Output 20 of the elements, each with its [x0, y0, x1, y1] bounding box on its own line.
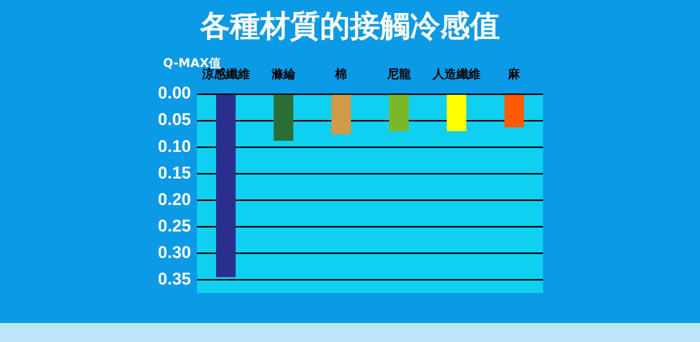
- y-tick-label: 0.05: [158, 110, 191, 130]
- bar: [446, 94, 466, 132]
- x-tick-label: 棉: [334, 66, 348, 81]
- bar: [389, 94, 409, 132]
- bar: [216, 94, 236, 278]
- bar: [274, 94, 294, 141]
- x-tick-label: 麻: [507, 66, 522, 81]
- x-tick-label: 人造纖維: [432, 66, 480, 81]
- y-tick-label: 0.20: [158, 190, 191, 209]
- chart-title: 各種材質的接觸冷感值: [198, 8, 501, 46]
- y-tick-label: 0.35: [158, 269, 191, 288]
- bar: [504, 94, 524, 128]
- y-tick-label: 0.30: [158, 242, 191, 262]
- x-tick-label: 尼龍: [386, 66, 411, 81]
- y-tick-label: 0.25: [158, 216, 191, 236]
- y-tick-label: 0.10: [158, 136, 191, 156]
- x-tick-label: 滌綸: [270, 66, 296, 81]
- bar: [331, 94, 351, 134]
- y-tick-label: 0.00: [158, 84, 191, 103]
- y-tick-label: 0.15: [158, 163, 191, 182]
